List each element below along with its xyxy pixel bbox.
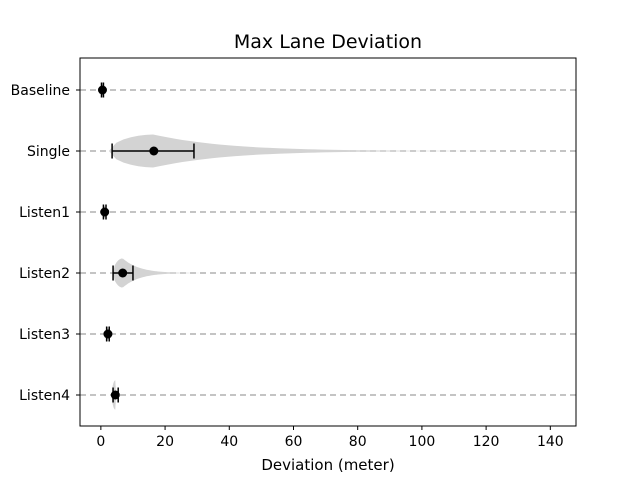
mean-marker-baseline: [97, 85, 107, 95]
x-tick-label: 40: [220, 434, 238, 450]
y-tick-label-baseline: Baseline: [11, 83, 70, 99]
x-tick-label: 60: [285, 434, 303, 450]
x-tick-label: 0: [96, 434, 105, 450]
x-tick-label: 140: [537, 434, 564, 450]
plot-frame: [79, 57, 577, 427]
x-tick-label: 100: [409, 434, 436, 450]
mean-marker-listen2: [118, 268, 128, 278]
y-tick-label-single: Single: [27, 144, 70, 160]
y-tick-label-listen2: Listen2: [19, 266, 70, 282]
y-axis: Baseline Single Listen1 Listen2 Listen3 Liste…: [11, 83, 80, 404]
mean-marker-listen3: [103, 329, 113, 339]
mean-marker-single: [149, 146, 159, 156]
violin-listen2: [113, 258, 214, 288]
violin-single: [108, 134, 551, 168]
x-axis: 0 20 40 60 80 100 120 140: [96, 426, 564, 450]
y-tick-label-listen4: Listen4: [19, 388, 70, 404]
mean-marker-listen1: [100, 207, 110, 217]
mean-marker-listen4: [110, 390, 120, 400]
x-tick-label: 120: [473, 434, 500, 450]
plot-area: [80, 82, 576, 410]
y-tick-label-listen1: Listen1: [19, 205, 70, 221]
x-tick-label: 20: [156, 434, 174, 450]
y-tick-label-listen3: Listen3: [19, 327, 70, 343]
x-tick-label: 80: [349, 434, 367, 450]
chart-title: Max Lane Deviation: [234, 31, 422, 53]
x-axis-label: Deviation (meter): [261, 456, 394, 474]
